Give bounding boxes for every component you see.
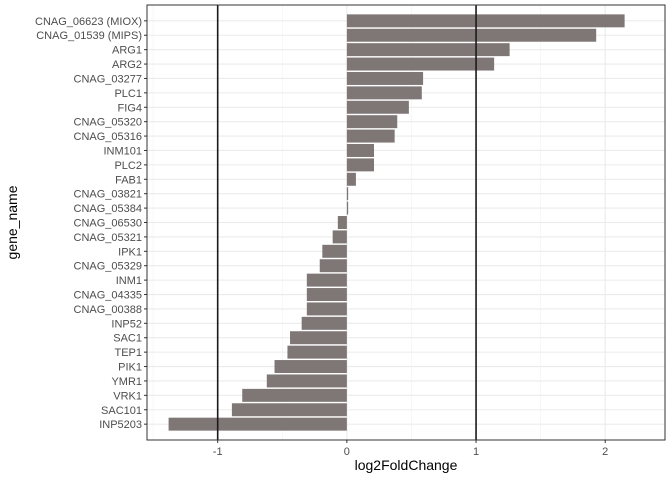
bar — [346, 187, 349, 201]
bar — [337, 216, 347, 229]
bar — [242, 388, 347, 402]
bar — [346, 28, 597, 42]
bar — [346, 115, 398, 129]
y-tick-label: CNAG_01539 (MIPS) — [36, 30, 142, 42]
y-axis-title: gene_name — [4, 185, 20, 259]
y-tick-label: ARG2 — [112, 59, 142, 71]
bar — [266, 374, 347, 388]
bar — [346, 71, 424, 85]
bar — [319, 259, 347, 273]
bar — [301, 316, 347, 330]
bar — [346, 43, 510, 57]
y-tick-label: SAC1 — [113, 333, 142, 345]
y-tick-label: INP52 — [111, 318, 142, 330]
bar — [346, 86, 422, 100]
bar — [231, 403, 347, 417]
y-tick-label: PIK1 — [118, 362, 142, 374]
x-tick-label: 1 — [473, 446, 479, 458]
bar — [346, 129, 395, 143]
y-tick-label: CNAG_00388 — [74, 304, 143, 316]
y-tick-label: INM1 — [116, 275, 142, 287]
bar — [346, 57, 495, 71]
bar — [346, 158, 374, 172]
y-tick-label: IPK1 — [118, 246, 142, 258]
y-tick-label: CNAG_04335 — [74, 290, 143, 302]
y-tick-label: CNAG_03821 — [74, 189, 143, 201]
y-tick-label: CNAG_05329 — [74, 261, 143, 273]
y-tick-label: YMR1 — [111, 376, 142, 388]
y-tick-label: INP5203 — [99, 419, 142, 431]
x-tick-label: 2 — [602, 446, 608, 458]
bar — [346, 201, 349, 215]
bar — [332, 230, 347, 244]
y-tick-label: VRK1 — [113, 390, 142, 402]
bar — [346, 100, 409, 114]
y-axis-ticks: CNAG_06623 (MIOX) CNAG_01539 (MIPS) ARG1 AR… — [35, 16, 147, 431]
bar — [306, 302, 347, 316]
x-axis-ticks: -1 0 1 2 — [213, 440, 608, 458]
y-tick-label: SAC101 — [101, 405, 142, 417]
y-tick-label: FIG4 — [118, 102, 142, 114]
y-tick-label: CNAG_05316 — [74, 131, 143, 143]
y-tick-label: CNAG_06623 (MIOX) — [35, 16, 142, 28]
y-tick-label: TEP1 — [114, 347, 142, 359]
reference-lines — [216, 5, 477, 440]
y-tick-label: CNAG_06530 — [74, 218, 143, 230]
y-tick-label: PLC1 — [114, 88, 142, 100]
bar — [168, 417, 347, 431]
y-tick-label: INM101 — [103, 145, 142, 157]
x-axis-title: log2FoldChange — [355, 457, 458, 473]
y-tick-label: ARG1 — [112, 45, 142, 57]
x-tick-label: -1 — [213, 446, 223, 458]
x-tick-label: 0 — [344, 446, 350, 458]
y-tick-label: CNAG_05321 — [74, 232, 143, 244]
bar — [346, 14, 625, 28]
y-tick-label: CNAG_03277 — [74, 73, 143, 85]
bar — [322, 244, 347, 258]
y-tick-label: FAB1 — [115, 174, 142, 186]
bar — [306, 288, 347, 302]
bars — [168, 14, 625, 431]
bar — [346, 143, 374, 157]
y-tick-label: CNAG_05384 — [74, 203, 143, 215]
y-tick-label: CNAG_05320 — [74, 117, 143, 129]
y-tick-label: PLC2 — [114, 160, 142, 172]
bar — [306, 273, 347, 287]
bar — [287, 345, 347, 359]
bar — [346, 172, 356, 186]
bar — [290, 331, 347, 345]
bar — [274, 360, 347, 374]
